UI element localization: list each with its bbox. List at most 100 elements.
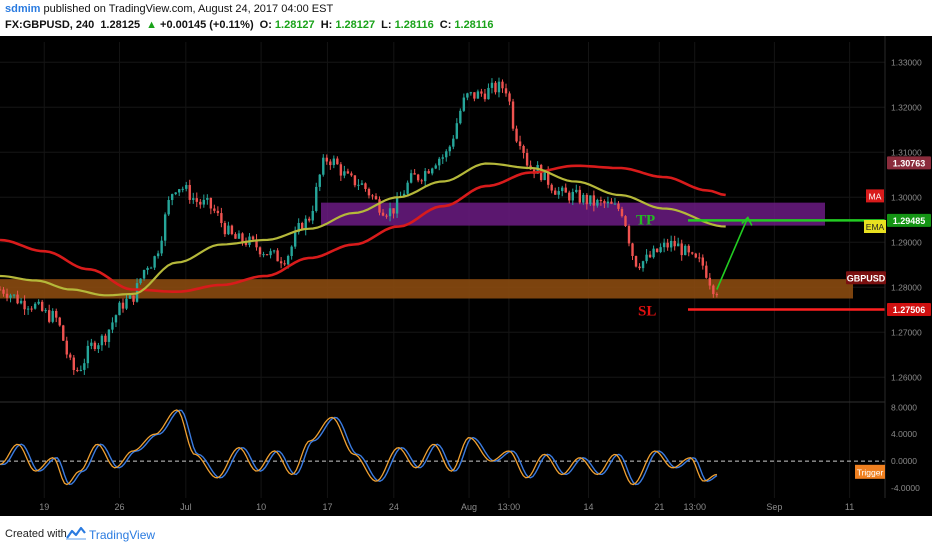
candle-body (311, 210, 314, 221)
candle-body (51, 310, 54, 322)
candle-body (543, 169, 546, 181)
candle-body (501, 81, 504, 89)
high-value: 1.28127 (335, 19, 376, 31)
candle-body (504, 88, 508, 94)
candle-body (244, 241, 248, 245)
candle-body (367, 188, 371, 196)
osc-tick-label: 4.0000 (891, 429, 917, 439)
candle-body (557, 191, 560, 195)
candle-body (199, 201, 202, 205)
low-value: 1.28116 (394, 19, 434, 31)
candle-body (58, 317, 61, 326)
candle-body (673, 240, 676, 247)
candle-body (525, 152, 529, 166)
ema-tag-box (864, 220, 886, 233)
candle-body (339, 164, 343, 176)
candle-body (258, 247, 262, 255)
candle-body (638, 266, 641, 269)
levels[interactable] (688, 219, 885, 311)
price-label-box (846, 271, 886, 285)
x-tick-label: 11 (845, 502, 854, 512)
sl-zone (0, 279, 853, 299)
close-label: C: (439, 19, 452, 31)
high-label: H: (320, 19, 333, 31)
candle-body (550, 184, 553, 191)
candle-body (5, 293, 9, 298)
candle-body (497, 81, 501, 93)
tradingview-logo-icon[interactable] (66, 526, 86, 540)
candle-body (596, 199, 599, 206)
candle-body (483, 93, 487, 100)
x-tick-label: 19 (39, 502, 49, 512)
candle-body (325, 157, 328, 162)
candle-body (624, 216, 627, 227)
candle-body (83, 363, 86, 370)
candle-body (487, 87, 490, 100)
candle-body (128, 295, 132, 299)
candle-body (118, 302, 121, 316)
candle-body (315, 186, 318, 211)
candle-body (578, 189, 582, 203)
author-name[interactable]: sdmim (5, 3, 41, 15)
candle-body (279, 261, 283, 264)
candle-body (192, 198, 195, 200)
footer: Created with TradingView (0, 516, 932, 550)
candle-body (114, 315, 118, 323)
candle-body (698, 257, 701, 259)
price-chart[interactable]: TP SL 1.33000 1.32000 1.31000 1.30000 1.29000… (0, 36, 932, 516)
trigger-tag-box (855, 464, 885, 479)
candle-body (434, 165, 437, 169)
trigger-tag: Trigger (857, 467, 884, 477)
candle-body (568, 192, 571, 201)
osc-tick-label: 8.0000 (891, 402, 917, 412)
candle-body (170, 194, 174, 200)
candle-body (167, 199, 170, 215)
open-value: 1.28127 (274, 19, 315, 31)
candle-body (652, 248, 655, 258)
candle-body (163, 214, 167, 241)
ma-tag: MA (869, 191, 882, 201)
candle-body (357, 184, 360, 186)
candle-body (241, 233, 244, 242)
x-tick-label: 26 (114, 502, 124, 512)
x-tick-label: 17 (322, 502, 332, 512)
y-tick-label: 1.29000 (891, 237, 922, 247)
x-tick-label: Aug (461, 502, 477, 512)
candle-body (185, 185, 188, 189)
y-tick-label: 1.27000 (891, 327, 922, 337)
low-label: L: (381, 19, 392, 31)
candle-body (659, 247, 662, 252)
candle-body (350, 173, 353, 176)
candle-body (100, 335, 104, 346)
candle-body (445, 151, 448, 158)
y-tick-label: 1.28000 (891, 282, 922, 292)
sl-annotation: SL (638, 303, 656, 319)
annotations: TP SL (636, 212, 753, 319)
tradingview-brand[interactable]: TradingView (89, 528, 156, 542)
candle-body (575, 189, 578, 192)
candle-body (413, 173, 416, 175)
candle-body (332, 158, 336, 166)
candle-body (448, 146, 451, 152)
candle-body (251, 236, 255, 240)
ema-line (0, 162, 726, 297)
candle-body (455, 123, 459, 139)
candle-body (634, 255, 638, 267)
ema-tag: EMA (866, 222, 885, 232)
candle-body (19, 300, 23, 304)
candle-body (174, 192, 177, 195)
candle-body (561, 187, 564, 192)
candle-body (469, 92, 473, 94)
candle-body (79, 369, 83, 371)
price-label-box (887, 302, 931, 316)
candle-body (705, 265, 708, 278)
x-tick-label: 13:00 (683, 502, 706, 512)
candle-body (617, 203, 620, 209)
candle-body (206, 197, 209, 200)
candle-body (181, 188, 184, 190)
candle-body (416, 174, 420, 181)
candle-body (406, 182, 409, 194)
candle-body (371, 195, 374, 197)
candle-body (139, 278, 142, 284)
candle-body (610, 201, 613, 204)
